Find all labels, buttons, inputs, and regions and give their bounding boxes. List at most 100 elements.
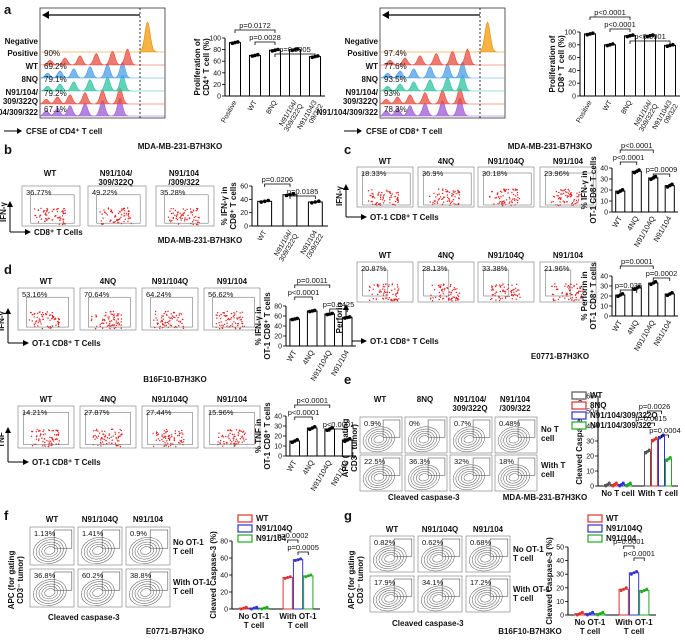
contour-line — [131, 581, 160, 604]
flow-dot — [56, 210, 59, 213]
flow-plot: 28.13% — [417, 261, 475, 303]
flow-dot — [489, 196, 491, 198]
flow-dot — [437, 199, 439, 201]
flow-dot — [447, 299, 450, 301]
bar — [282, 194, 298, 227]
flow-dot — [514, 287, 517, 289]
flow-dot — [377, 203, 380, 205]
significance-bracket — [633, 557, 645, 561]
flow-dot — [377, 286, 379, 288]
flow-dot — [555, 190, 558, 193]
flow-dot — [441, 189, 444, 191]
flow-plot: 70.64% — [79, 287, 137, 331]
y-tick-label: 10 — [586, 469, 594, 476]
flow-plot: 17.9% — [369, 575, 415, 613]
flow-dot — [442, 198, 444, 200]
flow-dot — [392, 293, 394, 296]
flow-dot — [112, 435, 114, 437]
flow-plot: 36.9% — [417, 166, 475, 208]
flow-plot-frame — [465, 535, 511, 573]
flow-percentage: 36.8% — [34, 571, 56, 580]
flow-dot — [109, 220, 111, 223]
flow-plot-frame — [29, 526, 75, 566]
flow-column-header: N91/104 — [473, 525, 504, 534]
hist-label-positive: Positive — [7, 49, 38, 58]
bar — [341, 317, 353, 347]
flow-dot — [499, 298, 502, 300]
flow-dot — [555, 286, 558, 288]
flow-dot — [566, 201, 568, 203]
apc-axis-label-1: APC (for gating — [7, 551, 16, 610]
flow-dot — [514, 293, 516, 296]
flow-dot — [564, 297, 566, 299]
flow-percentage: 70.64% — [84, 290, 110, 299]
flow-dot — [375, 202, 377, 205]
flow-dot — [100, 439, 102, 441]
contour-line — [474, 549, 497, 567]
flow-dot — [554, 299, 556, 301]
hist-label-n91-b: 309/322Q — [3, 97, 38, 106]
flow-dot — [457, 192, 459, 194]
flow-dot — [452, 296, 454, 298]
histogram-ridge — [380, 48, 505, 66]
flow-column-header: N91/104Q — [82, 515, 118, 524]
flow-dot — [58, 440, 60, 442]
data-point — [296, 558, 300, 562]
y-tick-label: 10 — [600, 199, 608, 206]
flow-column-header: N91/104Q — [488, 251, 524, 260]
x-tick-label: 4NQ — [625, 214, 641, 232]
contour-line — [480, 554, 492, 563]
cell-line-e: MDA-MB-231-B7H3KO — [503, 493, 587, 502]
flow-dot — [231, 323, 234, 325]
flow-dot — [438, 188, 440, 190]
x-axis-arrowhead — [357, 128, 362, 134]
panel-label-e: e — [344, 372, 351, 387]
y-tick-label: 60 — [220, 556, 228, 563]
contour-line — [423, 547, 452, 569]
flow-column-header: 4NQ — [438, 251, 454, 260]
flow-dot — [228, 434, 230, 436]
flow-plot-frame — [494, 454, 538, 492]
flow-dot — [176, 319, 178, 321]
flow-dot — [516, 194, 519, 196]
flow-dot — [55, 215, 57, 217]
flow-dot — [571, 202, 573, 205]
flow-gate — [427, 419, 446, 438]
flow-dot — [568, 288, 570, 290]
p-value-label: p=0.0002 — [277, 531, 309, 540]
flow-dot — [44, 213, 46, 215]
flow-dot — [516, 295, 519, 297]
flow-dot — [382, 297, 384, 300]
flow-dot — [189, 208, 192, 210]
flow-dot — [124, 210, 126, 212]
data-point — [628, 481, 632, 485]
flow-dot — [559, 296, 561, 298]
data-point — [239, 607, 243, 611]
bar — [269, 49, 281, 97]
flow-dot — [393, 298, 395, 300]
contour-line — [129, 537, 163, 565]
flow-dot — [439, 294, 442, 296]
x-tick-label: Positive — [575, 99, 593, 124]
flow-dot — [31, 320, 33, 322]
flow-percentage: 0.68% — [470, 538, 492, 547]
flow-dot — [442, 288, 444, 290]
flow-dot — [384, 291, 387, 294]
flow-dot — [39, 435, 41, 437]
y-tick-label: 40 — [600, 166, 608, 173]
flow-plot-frame — [21, 185, 81, 227]
flow-dot — [222, 325, 224, 327]
data-point — [291, 192, 296, 196]
flow-dot — [102, 217, 104, 219]
flow-dot — [114, 214, 117, 217]
flow-dot — [113, 314, 115, 317]
bar — [324, 313, 335, 347]
flow-dot — [162, 323, 164, 326]
flow-dot — [167, 216, 170, 218]
flow-dot — [397, 197, 399, 200]
flow-dot — [64, 209, 66, 212]
data-point — [635, 570, 639, 573]
flow-dot — [99, 323, 101, 326]
flow-dot — [115, 437, 118, 439]
